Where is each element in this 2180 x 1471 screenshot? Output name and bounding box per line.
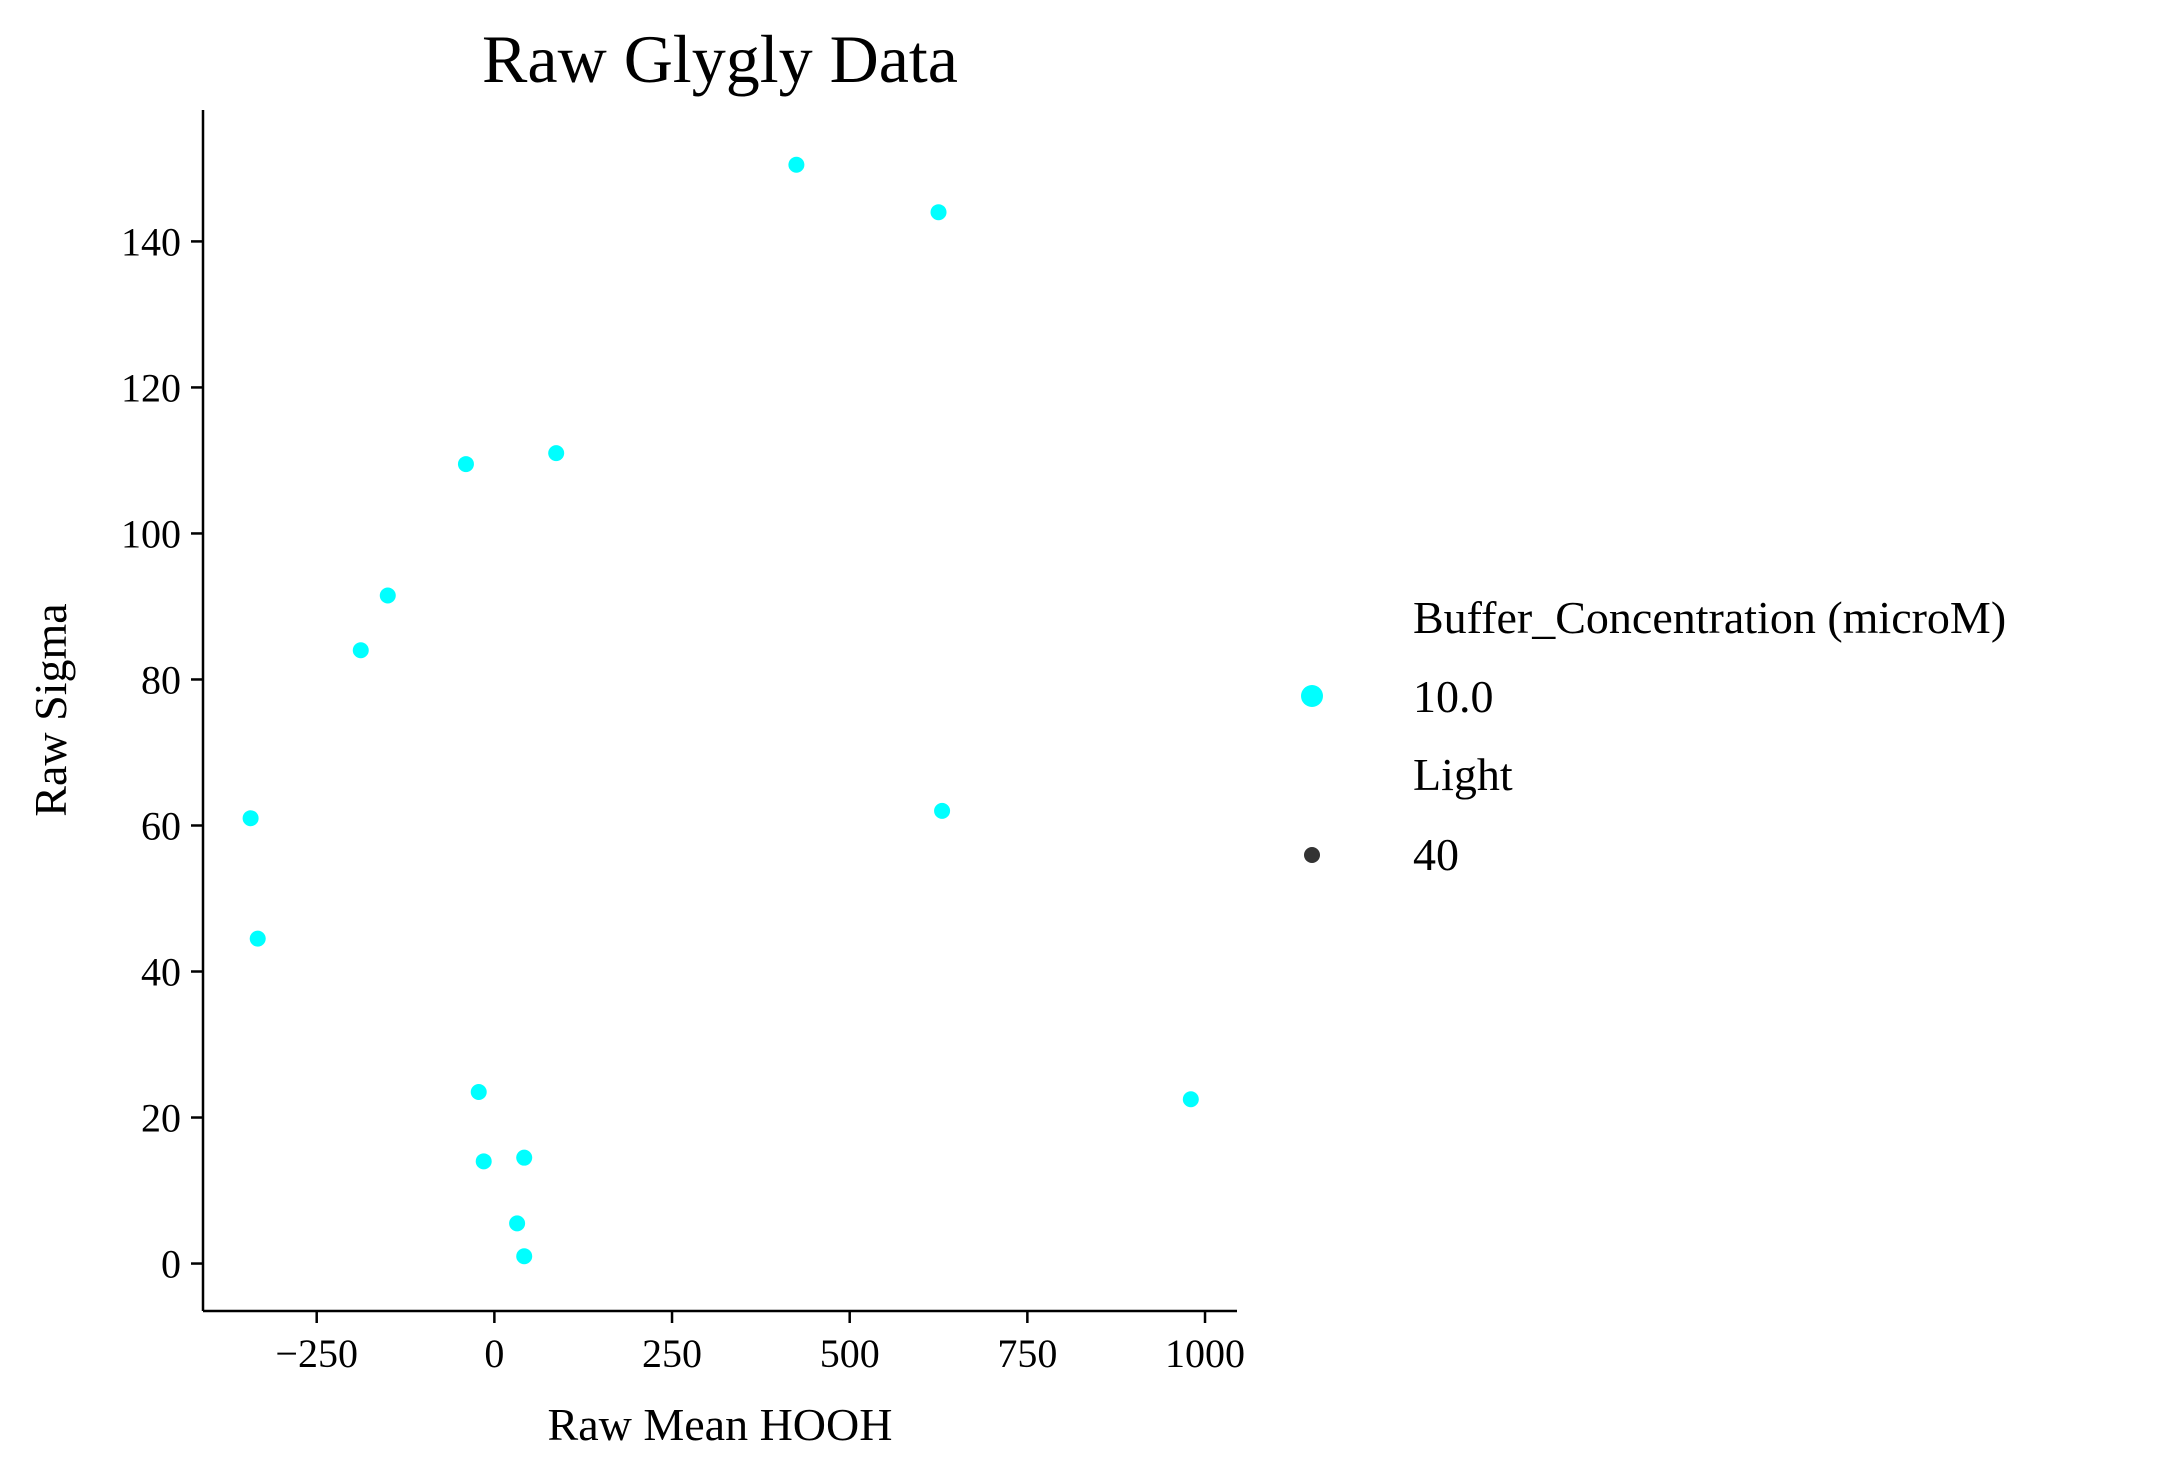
y-tick-label: 40 [141,950,181,995]
data-point [249,930,266,947]
y-axis: 0 20 40 60 80 100 120 140 [121,110,205,1311]
x-axis-label: Raw Mean HOOH [548,1399,893,1450]
x-tick-label: 0 [484,1331,504,1376]
y-tick-label: 80 [141,657,181,702]
x-axis: −250 0 250 500 750 1000 [203,1309,1245,1376]
legend-hue-label: 10.0 [1413,671,1494,722]
data-point [475,1153,492,1170]
legend: Buffer_Concentration (microM) 10.0 Light… [1301,592,2006,880]
data-point [788,156,805,173]
data-point [509,1215,526,1232]
data-point [352,642,369,659]
chart-title: Raw Glygly Data [482,21,958,97]
data-point [548,445,565,462]
x-tick-label: 750 [997,1331,1057,1376]
legend-size-label: 40 [1413,829,1459,880]
legend-hue-marker [1301,685,1323,707]
y-tick-label: 0 [161,1242,181,1287]
y-ticks: 0 20 40 60 80 100 120 140 [121,219,203,1287]
y-tick-label: 120 [121,365,181,410]
x-tick-label: 1000 [1165,1331,1245,1376]
data-points [242,156,1199,1265]
data-point [457,456,474,473]
data-point [242,810,259,827]
y-tick-label: 20 [141,1096,181,1141]
data-point [930,204,947,221]
x-ticks: −250 0 250 500 750 1000 [275,1311,1245,1376]
y-tick-label: 100 [121,511,181,556]
x-tick-label: 500 [820,1331,880,1376]
legend-hue-title: Buffer_Concentration (microM) [1413,592,2006,643]
data-point [516,1149,533,1166]
data-point [1182,1091,1199,1108]
y-tick-label: 140 [121,219,181,264]
legend-size-title: Light [1413,749,1513,800]
x-tick-label: −250 [275,1331,358,1376]
data-point [516,1248,533,1265]
y-axis-label: Raw Sigma [25,603,76,816]
data-point [470,1083,487,1100]
legend-size-marker [1304,847,1320,863]
data-point [934,802,951,819]
data-point [379,587,396,604]
x-tick-label: 250 [642,1331,702,1376]
y-tick-label: 60 [141,803,181,848]
